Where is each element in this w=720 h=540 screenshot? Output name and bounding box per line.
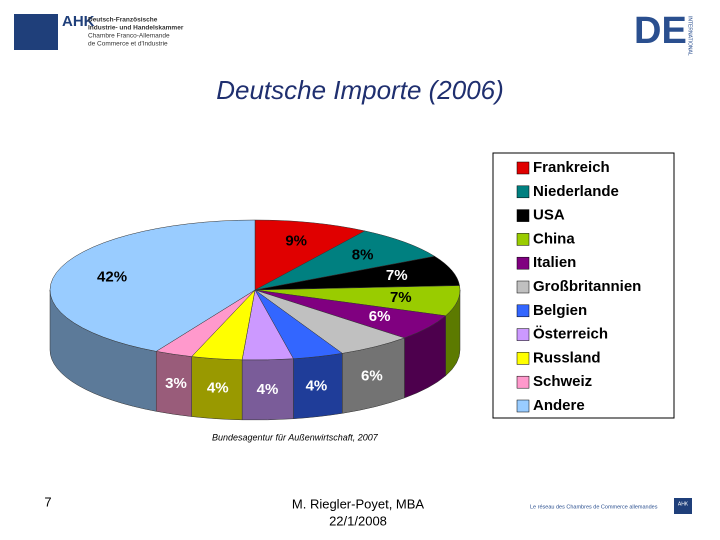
footer-mark: AHK xyxy=(678,501,689,507)
logo-line: Deutsch-Französische xyxy=(88,17,158,24)
data-label: 6% xyxy=(369,308,391,325)
logo-tag: INTERNATIONAL xyxy=(687,16,693,56)
data-label: 7% xyxy=(390,289,412,306)
logo-line: de Commerce et d'Industrie xyxy=(88,41,168,48)
legend: Frankreich Niederlande USA China Italien Groß… xyxy=(516,159,641,414)
legend-swatch xyxy=(516,185,530,199)
pie: 9% 8% 7% 7% 6% 6% 4% 4% 4% 3% 42% xyxy=(49,219,461,421)
data-label: 4% xyxy=(306,378,328,395)
legend-swatch xyxy=(516,280,530,294)
data-label: 42% xyxy=(97,268,127,285)
data-label: 9% xyxy=(285,233,307,250)
legend-swatch xyxy=(516,209,530,222)
data-label: 8% xyxy=(352,246,374,263)
logo-de: DE xyxy=(634,10,687,52)
source: Bundesagentur für Außenwirtschaft, 2007 xyxy=(212,432,379,442)
data-label: 6% xyxy=(361,368,383,385)
legend-label: China xyxy=(533,230,575,247)
legend-label: Andere xyxy=(533,397,585,414)
legend-swatch xyxy=(516,233,530,246)
slice xyxy=(254,219,366,291)
legend-swatch xyxy=(516,161,530,175)
chart-title: Deutsche Importe (2006) xyxy=(216,75,504,105)
legend-label: Schweiz xyxy=(533,373,592,390)
page-number: 7 xyxy=(44,494,51,509)
legend-swatch xyxy=(516,352,530,365)
legend-label: Belgien xyxy=(533,302,587,319)
data-label: 3% xyxy=(165,375,187,392)
legend-swatch xyxy=(516,328,530,341)
legend-swatch xyxy=(516,304,530,318)
author: M. Riegler-Poyet, MBA xyxy=(292,496,425,511)
legend-label: Großbritannien xyxy=(533,278,641,295)
legend-swatch xyxy=(516,399,530,413)
logo-box xyxy=(14,14,58,50)
data-label: 7% xyxy=(386,267,408,284)
legend-label: Italien xyxy=(533,254,576,271)
data-label: 4% xyxy=(257,381,279,398)
footer-tagline: Le réseau des Chambres de Commerce allem… xyxy=(530,504,658,510)
legend-label: Österreich xyxy=(533,326,608,343)
logo-line: Industrie- und Handelskammer xyxy=(88,25,184,32)
slice xyxy=(254,230,436,291)
logo-line: Chambre Franco-Allemande xyxy=(88,33,170,40)
legend-label: Niederlande xyxy=(533,183,619,200)
footer-logo xyxy=(674,498,692,514)
legend-label: Russland xyxy=(533,349,601,366)
slice xyxy=(49,219,256,352)
data-label: 4% xyxy=(207,380,229,397)
logo-mark: AHK xyxy=(62,13,95,30)
legend-swatch xyxy=(516,375,530,389)
legend-label: USA xyxy=(533,207,565,224)
date: 22/1/2008 xyxy=(329,513,387,528)
legend-swatch xyxy=(516,256,530,270)
legend-label: Frankreich xyxy=(533,159,610,176)
